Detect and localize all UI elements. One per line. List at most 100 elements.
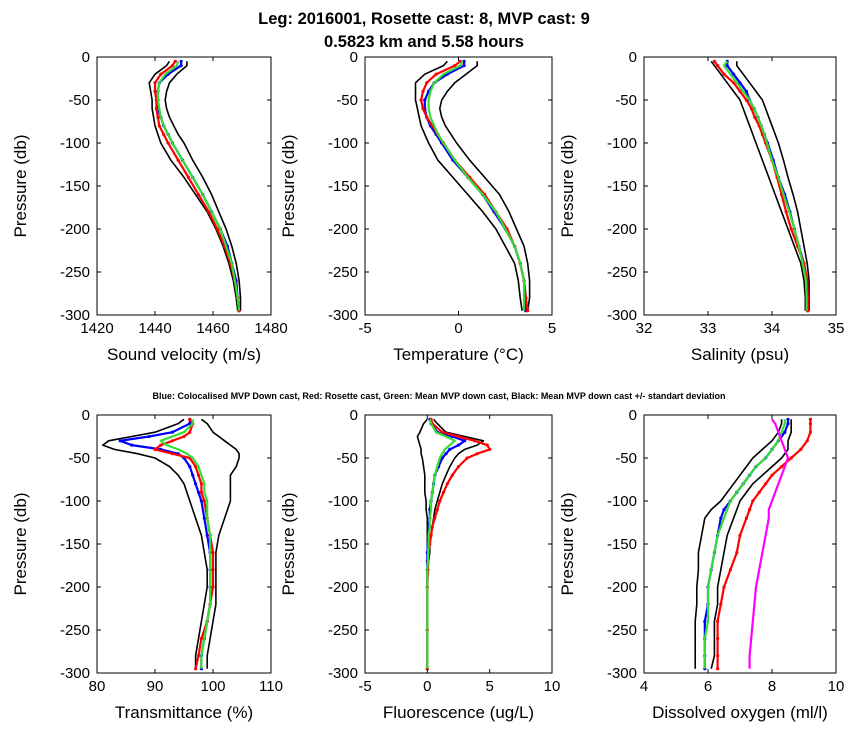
axes-frame (96, 414, 272, 674)
y-tick-label: -150 (60, 536, 90, 553)
y-tick-label: -50 (615, 450, 637, 467)
y-tick-label: -200 (60, 579, 90, 596)
point-rosette (526, 309, 530, 313)
legend-caption: Blue: Colocalised MVP Down cast, Red: Ro… (153, 391, 726, 401)
series-std_low (416, 418, 429, 669)
point-mvp_colocalised (179, 59, 183, 63)
y-tick-label: -150 (607, 536, 637, 553)
series-std_low (694, 419, 783, 669)
x-tick-label: 4 (640, 678, 648, 695)
figure-subtitle: 0.5823 km and 5.58 hours (324, 33, 524, 51)
point-rosette (738, 89, 742, 93)
y-tick-label: -250 (60, 622, 90, 639)
point-rosette (188, 417, 192, 421)
point-rosette (215, 227, 219, 231)
x-tick-label: 1460 (196, 320, 229, 337)
point-rosette (488, 447, 492, 451)
point-mvp_colocalised (118, 439, 122, 443)
y-tick-label: -100 (607, 135, 637, 152)
point-rosette (199, 482, 203, 486)
point-rosette (722, 585, 726, 589)
x-tick-label: 0 (423, 678, 431, 695)
y-tick-label: -100 (328, 135, 358, 152)
series-std_high (735, 61, 810, 311)
series-mvp_mean (703, 419, 786, 669)
y-tick-label: -200 (328, 579, 358, 596)
point-mvp_colocalised (725, 64, 729, 68)
x-tick-label: 35 (828, 320, 845, 337)
point-rosette (789, 227, 793, 231)
series-mvp_mean (427, 60, 526, 311)
point-rosette (453, 64, 457, 68)
series-std_high (164, 61, 242, 311)
point-mvp_colocalised (786, 417, 790, 421)
point-rosette (194, 465, 198, 469)
point-rosette (434, 72, 438, 76)
subplot-3: 32 33 34 35 0 -50 -100 -150 -200 -250 -300 Salinity… (558, 49, 844, 364)
point-rosette (433, 516, 437, 520)
point-rosette (173, 59, 177, 63)
point-rosette (196, 473, 201, 477)
point-rosette (159, 443, 163, 447)
x-tick-label: 90 (147, 678, 164, 695)
x-axis-label: Sound velocity (m/s) (107, 345, 261, 364)
y-tick-label: -300 (60, 307, 90, 324)
y-tick-label: 0 (629, 407, 637, 424)
point-rosette (744, 98, 749, 102)
subplots: 1420 1440 1460 14800-50-100-150-200-250-300… (11, 49, 844, 722)
point-rosette (764, 482, 768, 486)
point-mvp_colocalised (130, 443, 134, 447)
point-rosette (456, 465, 461, 469)
point-rosette (199, 637, 203, 641)
y-tick-label: -50 (336, 92, 358, 109)
y-tick-label: -50 (68, 92, 90, 109)
x-tick-label: 1440 (138, 320, 171, 337)
subplot-5: -5 0 5 100-50-100-150-200-250-300Fluorescen… (279, 407, 560, 722)
point-rosette (421, 89, 425, 93)
point-rosette (170, 452, 174, 456)
point-mvp_colocalised (179, 64, 183, 68)
point-rosette (159, 72, 163, 76)
point-mvp_colocalised (448, 447, 452, 451)
point-rosette (419, 98, 423, 102)
y-tick-label: -150 (328, 178, 358, 195)
y-tick-label: -150 (328, 536, 358, 553)
subplot-2: -5 0 50-50-100-150-200-250-300Temperature … (279, 49, 556, 364)
x-axis-label: Fluorescence (ug/L) (383, 703, 534, 722)
y-tick-label: 0 (82, 407, 90, 424)
point-rosette (429, 533, 433, 538)
point-rosette (166, 141, 170, 145)
point-rosette (153, 81, 157, 85)
point-mvp_colocalised (732, 72, 736, 76)
y-tick-label: -250 (607, 264, 637, 281)
point-rosette (751, 499, 755, 503)
y-axis-label: Pressure (db) (11, 135, 30, 238)
y-tick-label: -250 (607, 622, 637, 639)
series-rosette (153, 418, 215, 669)
y-tick-label: 0 (350, 49, 358, 66)
series-std_high (426, 418, 485, 669)
point-mvp_colocalised (744, 89, 749, 93)
series-std_high (710, 419, 793, 669)
series-std_high (200, 418, 240, 669)
point-rosette (188, 430, 192, 434)
point-mvp_colocalised (456, 443, 461, 447)
point-rosette (196, 654, 201, 658)
y-tick-label: -100 (60, 493, 90, 510)
point-rosette (770, 473, 774, 477)
series-std_low (102, 418, 208, 669)
point-rosette (456, 434, 461, 439)
point-rosette (425, 81, 429, 85)
point-mvp_colocalised (722, 508, 726, 512)
x-tick-label: 0 (454, 320, 462, 337)
y-tick-label: -300 (607, 307, 637, 324)
subplot-6: 4 6 8 10 0 -50 -100 -150 -200 -250 -300 Dissolved o… (558, 407, 844, 722)
y-tick-label: -300 (60, 665, 90, 682)
point-mvp_colocalised (786, 422, 790, 426)
subplot-1: 1420 1440 1460 1480 0 -50 -100 -150 -200 -250 -300… (11, 49, 288, 364)
point-rosette (430, 525, 434, 529)
series-rosette (426, 419, 491, 669)
point-rosette (744, 516, 749, 520)
point-mvp_colocalised (719, 516, 723, 520)
